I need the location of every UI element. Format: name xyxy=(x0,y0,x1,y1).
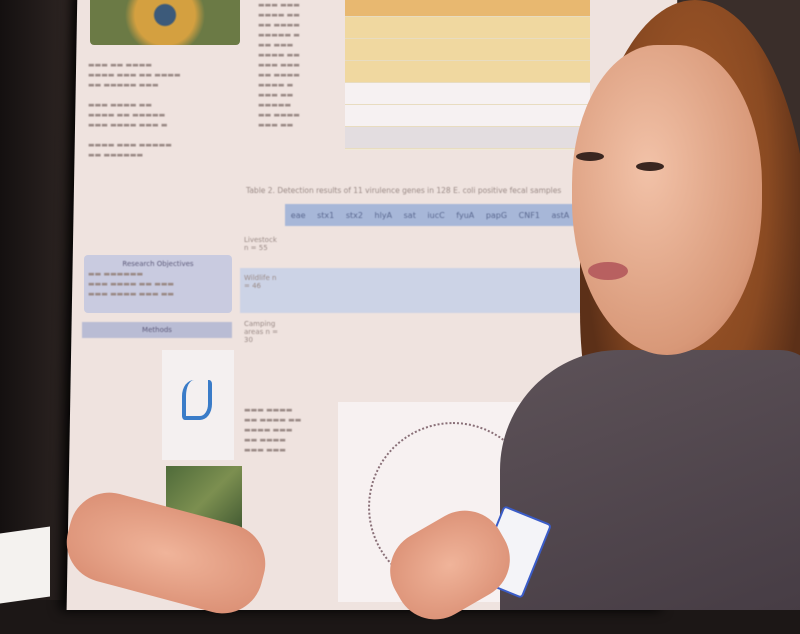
gene-header: stx2 xyxy=(345,210,363,220)
eye xyxy=(576,152,604,161)
table-header-row: eae stx1 stx2 hlyA sat iucC fyuA papG CN… xyxy=(285,204,575,226)
poster-photo xyxy=(90,0,240,45)
gene-header: CNF1 xyxy=(518,210,540,220)
gene-header: iucC xyxy=(427,210,445,220)
poster-text-block: ▬▬▬ ▬▬ ▬▬▬▬ ▬▬▬▬ ▬▬▬ ▬▬ ▬▬▬▬ ▬▬ ▬▬▬▬▬ ▬▬▬ ▬… xyxy=(88,61,181,159)
table-row: Livestock n = 55 xyxy=(244,236,277,252)
paper-sheet xyxy=(0,526,50,604)
table-caption: Table 2. Detection results of 11 virulen… xyxy=(246,186,562,195)
gene-header: eae xyxy=(290,210,306,220)
gene-header: astA xyxy=(551,210,570,220)
gene-header: hlyA xyxy=(374,210,393,220)
eye xyxy=(636,162,664,171)
gene-header: papG xyxy=(485,210,508,220)
methods-heading: Methods xyxy=(82,322,232,338)
mouth xyxy=(588,262,628,280)
objectives-heading: Research Objectives xyxy=(122,260,194,268)
gene-header: fyuA xyxy=(456,210,475,220)
gene-header: sat xyxy=(403,210,416,220)
research-objectives-box: Research Objectives ▬▬ ▬▬▬▬▬▬ ▬▬▬ ▬▬▬▬ ▬▬… xyxy=(84,255,232,313)
poster-text-column: ▬▬▬ ▬▬▬ ▬▬▬▬ ▬▬ ▬▬ ▬▬▬▬ ▬▬▬▬▬ ▬ ▬▬ ▬▬▬ ▬▬▬▬ ▬… xyxy=(258,1,300,129)
gene-header: stx1 xyxy=(317,210,335,220)
presenter-shirt xyxy=(500,350,800,610)
poster-map xyxy=(162,350,234,460)
poster-summary-table xyxy=(345,0,590,150)
figure-caption: ▬▬▬ ▬▬▬▬ ▬▬ ▬▬▬▬ ▬▬ ▬▬▬▬ ▬▬▬ ▬▬ ▬▬▬▬ ▬▬▬ ▬▬▬ xyxy=(244,406,302,454)
table-row: Camping areas n = 30 xyxy=(244,320,279,344)
presenter-face xyxy=(572,45,762,355)
